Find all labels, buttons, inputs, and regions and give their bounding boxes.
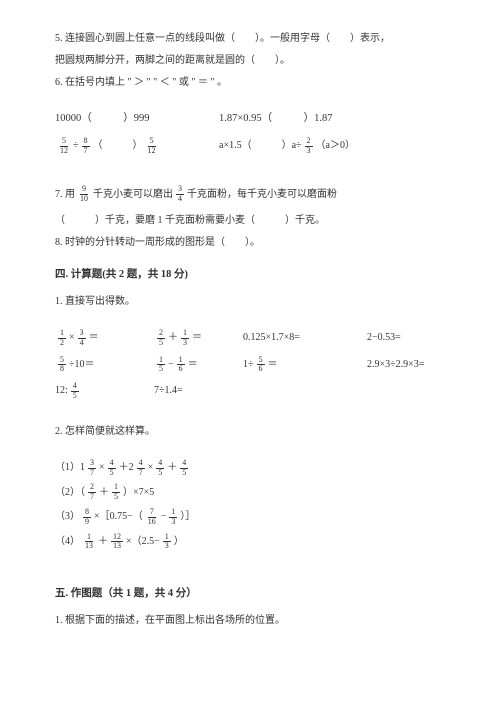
calc-r2c4: 2.9×3÷2.9×3= bbox=[367, 356, 424, 374]
frac-5-12: 512 bbox=[58, 137, 70, 156]
frac-5-12b: 512 bbox=[146, 137, 158, 156]
sec4-p1: 1. 直接写出得数。 bbox=[55, 293, 445, 311]
calc-r2c2: 15 − 16 ＝ bbox=[154, 356, 229, 375]
q6-r1c1: 10000（ ）999 bbox=[55, 110, 205, 129]
item-1: （1）1 37 × 45 ＋2 47 × 45 ＋ 45 bbox=[55, 459, 445, 478]
sec4-p2: 2. 怎样简便就这样算。 bbox=[55, 423, 445, 441]
text: （a＞0） bbox=[316, 137, 355, 155]
q7-line2: （ ）千克，要磨 1 千克面粉需要小麦（ ）千克。 bbox=[55, 212, 445, 230]
divide-text: ÷ bbox=[73, 137, 79, 155]
item-3: （3） 89 ×［0.75−（ 716 − 13 ）］ bbox=[55, 508, 445, 527]
calc-r3c2: 7÷1.4= bbox=[154, 382, 183, 400]
calc-r2c1: 58 ÷10＝ bbox=[55, 356, 140, 375]
calc-r1c4: 2−0.53= bbox=[367, 329, 401, 347]
text: a×1.5（ ）a÷ bbox=[219, 137, 302, 155]
text: 千克小麦可以磨出 bbox=[93, 186, 173, 204]
frac-3-4: 34 bbox=[176, 185, 184, 204]
calc-row1: 12 × 34 ＝ 25 ＋ 13 ＝ 0.125×1.7×8= 2−0.53= bbox=[55, 329, 445, 348]
paren-gap: （ ） bbox=[93, 137, 143, 155]
sec5-p1: 1. 根据下面的描述，在平面图上标出各场所的位置。 bbox=[55, 612, 445, 630]
q6-row2: 512 ÷ 87 （ ） 512 a×1.5（ ）a÷ 23 （a＞0） bbox=[55, 137, 445, 156]
q5-line2: 把圆规两脚分开，两脚之间的距离就是圆的（ ）。 bbox=[55, 52, 445, 70]
item-4: （4） 113 ＋ 1213 ×（2.5− 13 ） bbox=[55, 533, 445, 552]
calc-r2c3: 1÷ 56 ＝ bbox=[243, 356, 353, 375]
calc-r1c3: 0.125×1.7×8= bbox=[243, 329, 353, 347]
q6-r1c2: 1.87×0.95（ ）1.87 bbox=[219, 110, 333, 129]
q6-row1: 10000（ ）999 1.87×0.95（ ）1.87 bbox=[55, 110, 445, 129]
q6-r2c1: 512 ÷ 87 （ ） 512 bbox=[55, 137, 205, 156]
calc-row2: 58 ÷10＝ 15 − 16 ＝ 1÷ 56 ＝ 2.9×3÷2.9×3= bbox=[55, 356, 445, 375]
q7-line1: 7. 用 910 千克小麦可以磨出 34 千克面粉，每千克小麦可以磨面粉 bbox=[55, 185, 445, 204]
calc-r1c1: 12 × 34 ＝ bbox=[55, 329, 140, 348]
frac-2-3: 23 bbox=[305, 137, 313, 156]
text: 千克面粉，每千克小麦可以磨面粉 bbox=[187, 186, 337, 204]
q8-text: 8. 时钟的分针转动一周形成的图形是（ ）。 bbox=[55, 234, 445, 252]
q6-r2c2: a×1.5（ ）a÷ 23 （a＞0） bbox=[219, 137, 355, 156]
calc-r3c1: 12: 45 bbox=[55, 382, 140, 401]
section5-title: 五. 作图题（共 1 题，共 4 分） bbox=[55, 585, 445, 604]
q5-line1: 5. 连接圆心到圆上任意一点的线段叫做（ ）。一般用字母（ ）表示， bbox=[55, 30, 445, 48]
frac-8-7: 87 bbox=[82, 137, 90, 156]
calc-row3: 12: 45 7÷1.4= bbox=[55, 382, 445, 401]
frac-9-10: 910 bbox=[78, 185, 90, 204]
item-2: （2）（ 27 ＋ 15 ）×7×5 bbox=[55, 483, 445, 502]
section4-title: 四. 计算题(共 2 题，共 18 分) bbox=[55, 266, 445, 285]
text: 7. 用 bbox=[55, 186, 75, 204]
calc-r1c2: 25 ＋ 13 ＝ bbox=[154, 329, 229, 348]
q6-text: 6. 在括号内填上 " ＞ " " ＜ " 或 " ＝ " 。 bbox=[55, 74, 445, 92]
